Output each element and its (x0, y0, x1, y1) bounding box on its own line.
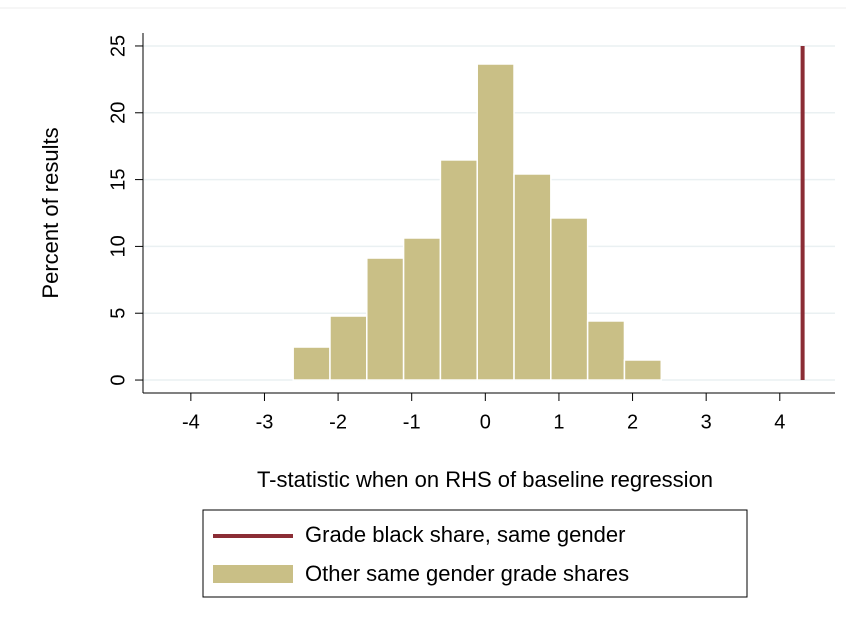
y-tick-label: 5 (107, 308, 129, 319)
bar (292, 346, 331, 381)
y-tick-label: 25 (107, 35, 129, 57)
bar (623, 359, 663, 381)
y-tick-label: 20 (107, 102, 129, 124)
legend-box (202, 509, 748, 598)
bar (329, 315, 368, 381)
x-tick-label: -1 (403, 411, 421, 433)
x-tick-label: 1 (553, 411, 564, 433)
bar (402, 237, 442, 381)
bar (586, 320, 626, 381)
y-axis-label: Percent of results (38, 127, 63, 298)
x-tick-label: -4 (182, 411, 200, 433)
x-tick-label: -3 (256, 411, 274, 433)
legend-label: Grade black share, same gender (305, 522, 625, 547)
y-tick-label: 0 (107, 374, 129, 385)
y-tick-label: 10 (107, 235, 129, 257)
x-tick-label: 0 (480, 411, 491, 433)
legend-swatch (213, 565, 293, 583)
bar (476, 63, 515, 381)
legend-label: Other same gender grade shares (305, 561, 629, 586)
x-axis-label: T-statistic when on RHS of baseline regr… (257, 467, 713, 492)
bar (550, 217, 589, 381)
bar (513, 173, 552, 381)
bar (366, 257, 405, 381)
y-tick-label: 15 (107, 168, 129, 190)
x-tick-label: 3 (701, 411, 712, 433)
x-tick-label: 2 (627, 411, 638, 433)
x-tick-label: 4 (774, 411, 785, 433)
x-tick-label: -2 (329, 411, 347, 433)
bar (439, 159, 478, 381)
